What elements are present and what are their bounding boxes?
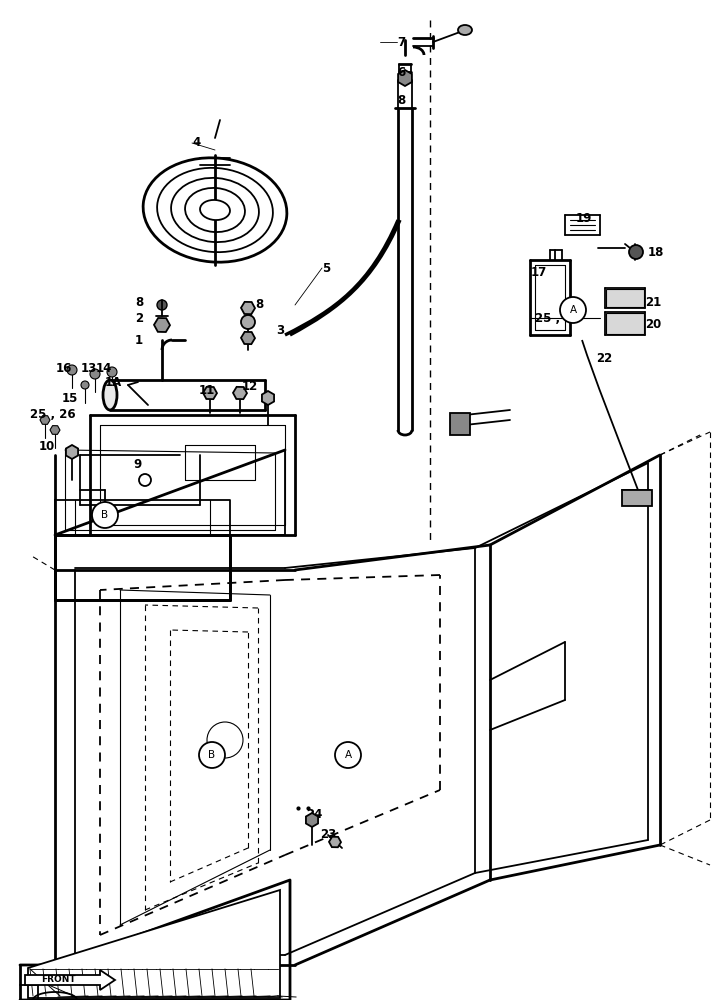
Text: A: A bbox=[344, 750, 351, 760]
Text: 15: 15 bbox=[62, 391, 78, 404]
Circle shape bbox=[199, 742, 225, 768]
Text: 8: 8 bbox=[135, 296, 143, 308]
Circle shape bbox=[335, 742, 361, 768]
Text: 3: 3 bbox=[276, 324, 284, 336]
Polygon shape bbox=[606, 313, 644, 334]
Text: B: B bbox=[102, 510, 109, 520]
Circle shape bbox=[241, 315, 255, 329]
Polygon shape bbox=[606, 289, 644, 307]
Polygon shape bbox=[28, 890, 280, 998]
Text: 1: 1 bbox=[135, 334, 143, 347]
Circle shape bbox=[92, 502, 118, 528]
Text: 7: 7 bbox=[397, 35, 405, 48]
Text: 13: 13 bbox=[81, 361, 97, 374]
Text: B: B bbox=[208, 750, 215, 760]
Text: 9: 9 bbox=[134, 458, 142, 472]
Text: 4: 4 bbox=[192, 136, 200, 149]
Text: 19: 19 bbox=[576, 212, 593, 225]
Bar bbox=[622, 490, 652, 506]
Circle shape bbox=[629, 245, 643, 259]
Text: 2: 2 bbox=[135, 312, 143, 324]
Ellipse shape bbox=[200, 200, 230, 220]
Circle shape bbox=[560, 297, 586, 323]
Text: 17: 17 bbox=[531, 265, 547, 278]
Text: 25 , 26: 25 , 26 bbox=[30, 408, 76, 422]
Circle shape bbox=[107, 367, 117, 377]
Text: A: A bbox=[570, 305, 577, 315]
Text: 8: 8 bbox=[255, 298, 264, 312]
Text: 14: 14 bbox=[96, 361, 112, 374]
Text: 1A: 1A bbox=[104, 375, 122, 388]
Circle shape bbox=[81, 381, 89, 389]
Text: 22: 22 bbox=[596, 352, 612, 364]
Text: 25 , 26: 25 , 26 bbox=[535, 312, 580, 324]
Circle shape bbox=[157, 300, 167, 310]
Text: 10: 10 bbox=[39, 440, 55, 454]
Text: 23: 23 bbox=[320, 828, 336, 842]
Ellipse shape bbox=[103, 380, 117, 410]
Text: 8: 8 bbox=[397, 94, 405, 106]
Circle shape bbox=[90, 369, 100, 379]
Text: 16: 16 bbox=[55, 361, 72, 374]
Text: 5: 5 bbox=[322, 261, 330, 274]
Bar bbox=[450, 413, 470, 435]
Text: 24: 24 bbox=[306, 808, 323, 822]
Text: 20: 20 bbox=[645, 318, 661, 332]
Text: 18: 18 bbox=[648, 245, 665, 258]
Ellipse shape bbox=[458, 25, 472, 35]
Text: 11: 11 bbox=[199, 383, 215, 396]
Polygon shape bbox=[25, 970, 115, 990]
Text: 12: 12 bbox=[242, 380, 258, 393]
Text: 21: 21 bbox=[645, 296, 661, 308]
Text: FRONT: FRONT bbox=[41, 976, 76, 984]
Circle shape bbox=[67, 365, 77, 375]
Text: 6: 6 bbox=[397, 66, 405, 79]
